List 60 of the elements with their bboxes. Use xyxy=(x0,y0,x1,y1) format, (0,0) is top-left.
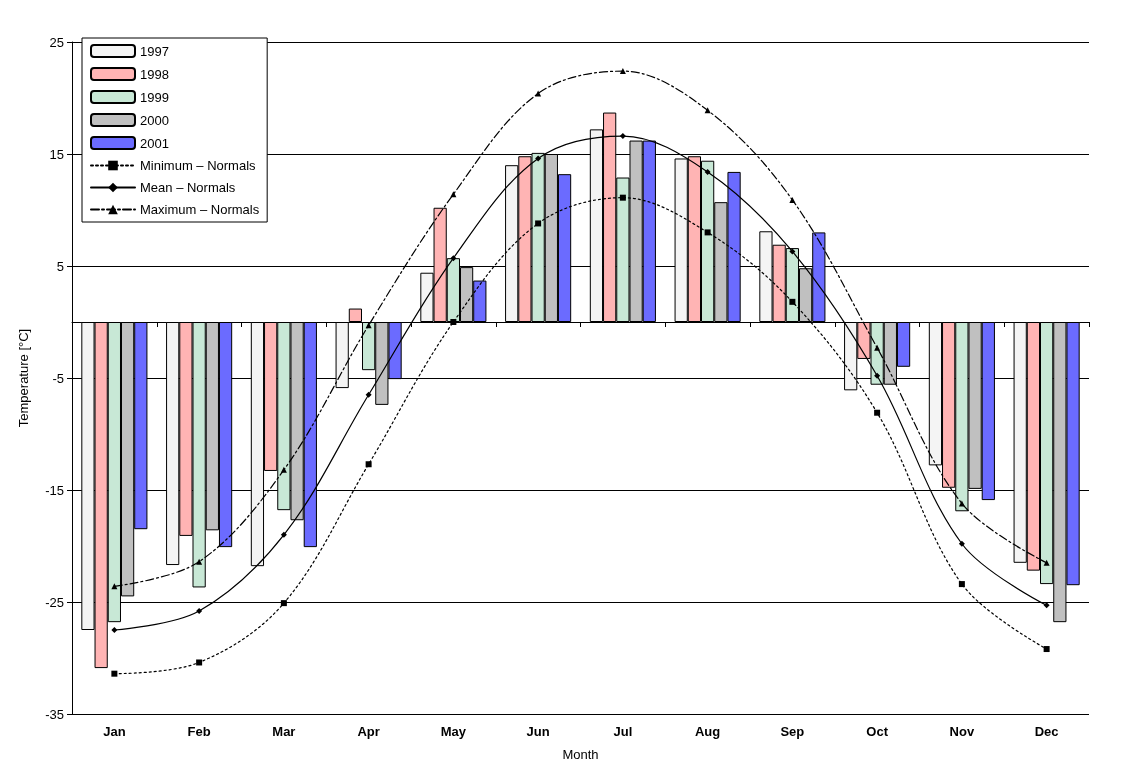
point xyxy=(874,409,881,416)
legend-label: Minimum – Normals xyxy=(140,158,257,173)
point xyxy=(958,581,965,588)
point xyxy=(111,670,118,677)
x-tick-label: Sep xyxy=(780,724,805,739)
legend-label: Maximum – Normals xyxy=(140,202,260,217)
y-tick-label: 25 xyxy=(49,34,64,50)
y-tick-label: -15 xyxy=(45,482,64,498)
y-tick-label: 15 xyxy=(49,146,64,162)
y-tick-label: -5 xyxy=(52,370,64,386)
point xyxy=(874,372,881,379)
point xyxy=(365,391,372,398)
point xyxy=(111,627,118,633)
x-tick-label: Jul xyxy=(613,724,633,739)
point xyxy=(450,255,457,262)
point xyxy=(280,466,287,473)
x-tick-label: Nov xyxy=(949,724,975,739)
legend-label: 2000 xyxy=(140,112,169,128)
point xyxy=(958,540,965,547)
y-tick-label: -35 xyxy=(45,706,64,722)
x-tick-label: Oct xyxy=(866,724,889,739)
x-tick-label: Apr xyxy=(357,724,380,739)
point xyxy=(704,168,711,175)
point xyxy=(789,248,796,255)
x-axis-title: Month xyxy=(562,747,599,762)
point xyxy=(535,90,542,97)
point xyxy=(1043,559,1050,566)
y-axis-title: Temperature [°C] xyxy=(16,328,31,428)
point xyxy=(789,298,796,305)
legend-label: 2001 xyxy=(140,135,169,151)
point xyxy=(535,220,542,227)
x-tick-label: Jan xyxy=(103,724,126,739)
point xyxy=(280,531,287,538)
point xyxy=(450,319,457,325)
x-tick-label: Feb xyxy=(187,724,211,739)
x-tick-label: Mar xyxy=(272,724,296,739)
legend-label: 1999 xyxy=(140,89,169,105)
x-tick-label: May xyxy=(440,724,467,739)
point xyxy=(196,607,203,614)
point xyxy=(789,196,796,203)
x-tick-label: Dec xyxy=(1034,724,1059,739)
point xyxy=(874,344,881,351)
y-tick-label: 5 xyxy=(56,258,64,274)
point xyxy=(619,133,626,140)
point xyxy=(1043,602,1050,609)
point xyxy=(619,68,626,75)
x-tick-label: Aug xyxy=(694,724,721,739)
x-tick-label: Jun xyxy=(526,724,550,739)
point xyxy=(619,194,626,201)
point xyxy=(365,461,372,468)
point xyxy=(535,155,542,162)
legend-label: 1997 xyxy=(140,43,169,59)
y-tick-label: -25 xyxy=(45,594,64,610)
legend-label: 1998 xyxy=(140,66,169,82)
point xyxy=(196,558,203,565)
point xyxy=(196,659,203,666)
legend-label: Mean – Normals xyxy=(140,180,236,195)
point xyxy=(280,600,287,607)
point xyxy=(1043,646,1050,653)
point xyxy=(704,229,711,236)
